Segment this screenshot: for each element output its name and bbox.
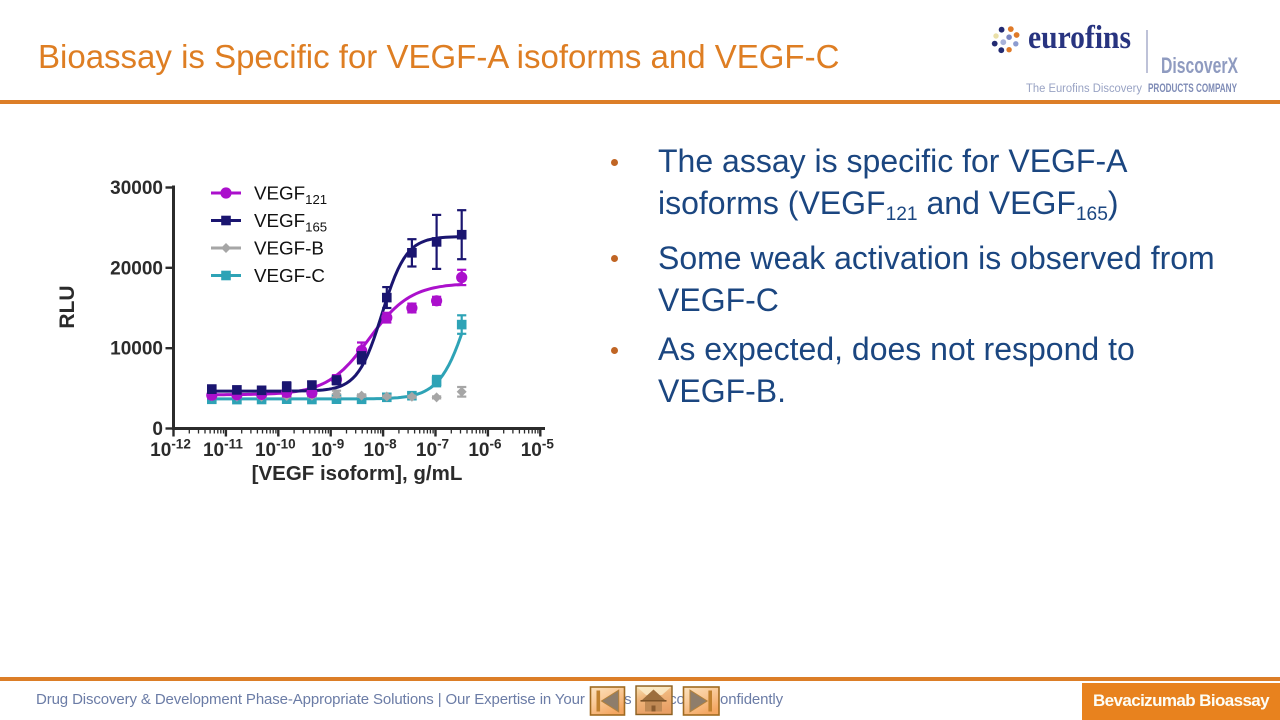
svg-text:10-12: 10-12: [150, 437, 191, 462]
svg-text:10-8: 10-8: [364, 437, 398, 462]
svg-text:10-9: 10-9: [311, 437, 344, 462]
svg-text:10-7: 10-7: [416, 437, 449, 462]
svg-text:30000: 30000: [110, 178, 163, 199]
svg-text:10-6: 10-6: [468, 437, 502, 462]
svg-text:[VEGF isoform], g/mL: [VEGF isoform], g/mL: [252, 462, 463, 485]
svg-text:10-10: 10-10: [255, 437, 296, 462]
svg-text:RLU: RLU: [56, 285, 79, 328]
svg-text:VEGF165: VEGF165: [254, 210, 327, 235]
svg-text:VEGF121: VEGF121: [254, 183, 327, 208]
svg-text:eurofins: eurofins: [1028, 20, 1131, 56]
svg-text:The Eurofins Discovery: The Eurofins Discovery: [1026, 83, 1142, 95]
svg-text:DiscoverX: DiscoverX: [1161, 53, 1238, 78]
svg-text:VEGF-B: VEGF-B: [254, 238, 324, 259]
svg-text:PRODUCTS COMPANY: PRODUCTS COMPANY: [1148, 83, 1237, 95]
svg-text:10-11: 10-11: [203, 437, 243, 462]
svg-text:0: 0: [152, 419, 163, 440]
svg-text:20000: 20000: [110, 258, 163, 279]
svg-text:10-5: 10-5: [521, 437, 555, 462]
svg-text:10000: 10000: [110, 339, 163, 360]
svg-text:VEGF-C: VEGF-C: [254, 265, 325, 286]
